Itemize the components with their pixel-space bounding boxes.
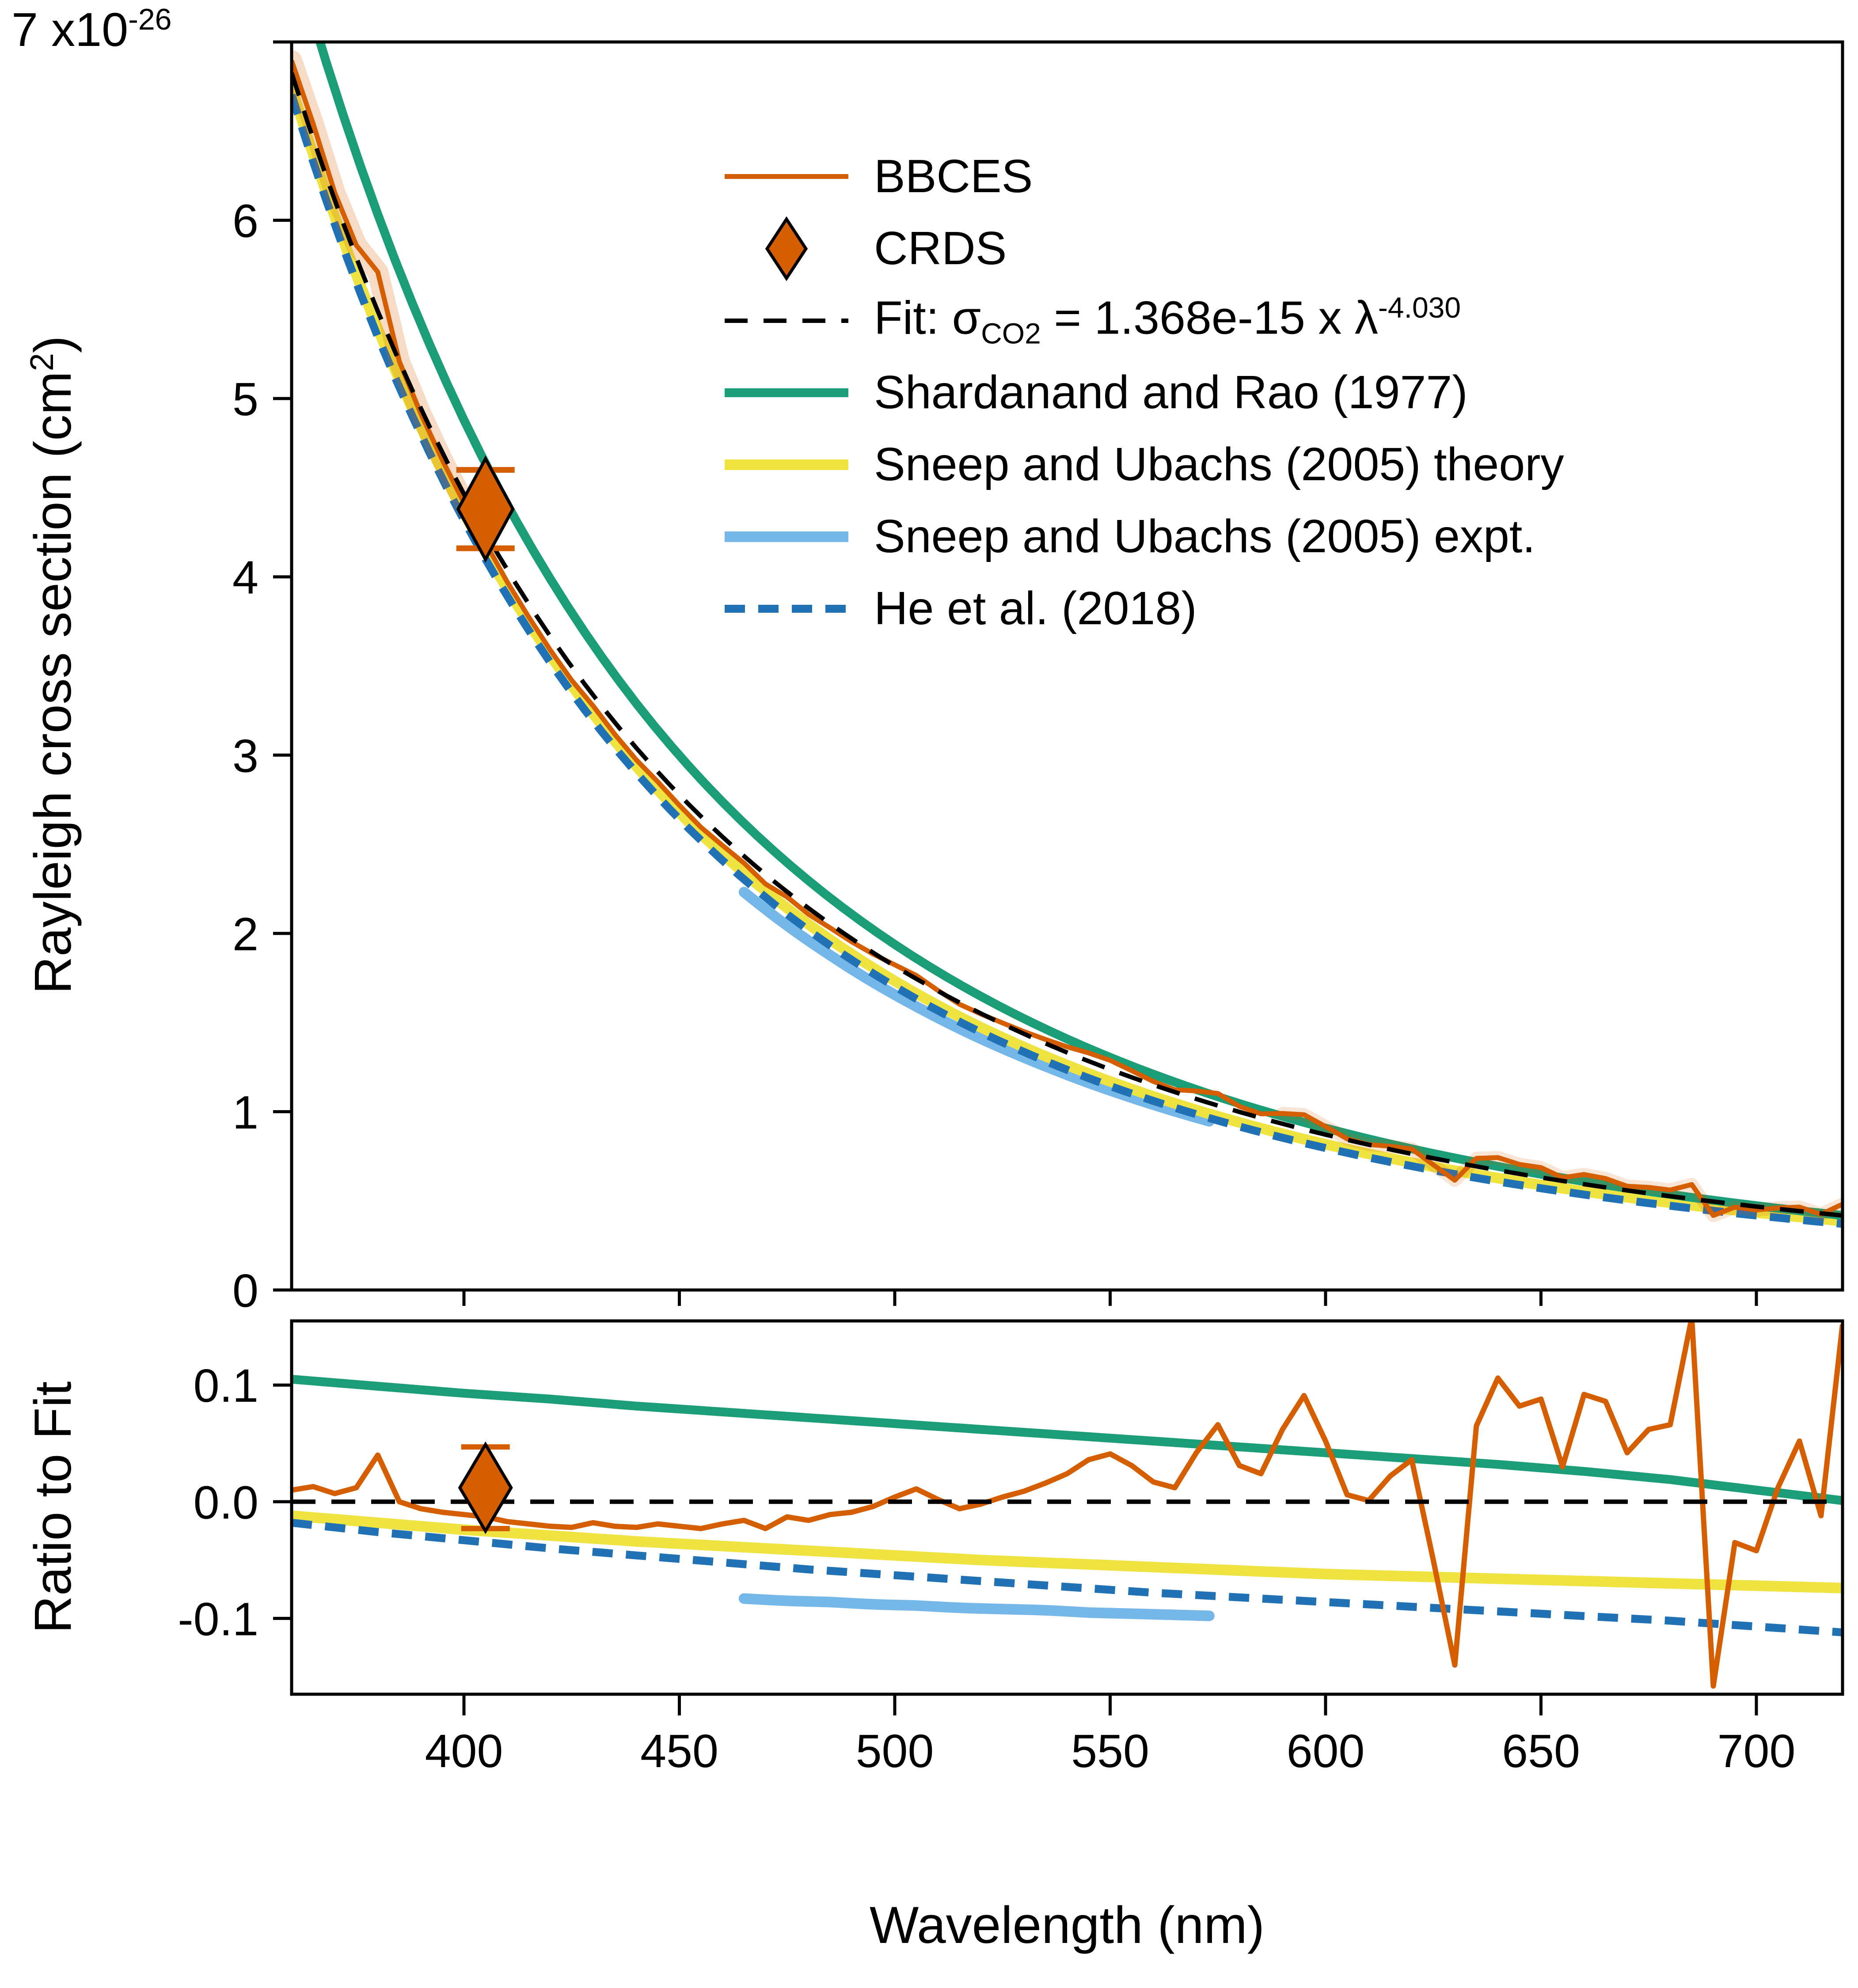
crds-diamond-icon [720, 216, 853, 282]
y-top-tick-exponent: -26 [128, 3, 172, 36]
top-panel-frame [290, 40, 1844, 1292]
y-axis-label-cross-section: Rayleigh cross section (cm2) [23, 335, 83, 994]
legend: BBCES CRDS Fit: σCO2 = 1.368e-15 x λ-4.030… [720, 140, 1564, 645]
x-tick-label: 700 [1717, 1725, 1796, 1777]
series-he2018-line [292, 93, 1843, 1228]
legend-label-sneep-expt: Sneep and Ubachs (2005) expt. [874, 510, 1535, 562]
legend-entry-fit: Fit: σCO2 = 1.368e-15 x λ-4.030 [720, 285, 1564, 357]
legend-entry-shardanand: Shardanand and Rao (1977) [720, 357, 1564, 429]
y-tick-label: 0.1 [194, 1360, 258, 1412]
x-tick-label: 600 [1287, 1725, 1365, 1777]
fit-line-swatch-icon [720, 288, 853, 354]
y-tick-label: 3 [232, 730, 258, 782]
x-tick-label: 650 [1502, 1725, 1580, 1777]
he2018-line-swatch-icon [720, 576, 853, 642]
bottom-panel-frame [290, 1319, 1844, 1696]
legend-entry-bbces: BBCES [720, 140, 1564, 212]
y-top-tick-mantissa: 7 x10 [11, 3, 129, 56]
legend-entry-sneep-theory: Sneep and Ubachs (2005) theory [720, 429, 1564, 501]
legend-label-sneep-theory: Sneep and Ubachs (2005) theory [874, 438, 1564, 490]
x-tick-label: 400 [425, 1725, 503, 1777]
series-he2018-line [292, 1518, 1843, 1636]
x-tick-label: 550 [1071, 1725, 1149, 1777]
series-sneep_expt-line [738, 887, 1215, 1127]
series-bbces-uncertainty-band-2 [1276, 1107, 1843, 1222]
y-axis-label-ratio: Ratio to Fit [24, 1381, 82, 1634]
y-tick-label: 0.0 [194, 1476, 258, 1529]
y-tick-label: 1 [232, 1086, 258, 1138]
x-axis-label: Wavelength (nm) [869, 1896, 1265, 1954]
bbces-line-swatch-icon [720, 144, 853, 210]
y-tick-label: 0 [232, 1265, 258, 1317]
legend-label-he2018: He et al. (2018) [874, 582, 1197, 634]
series-bbces-line [292, 60, 1843, 1218]
sneep-expt-line-swatch-icon [720, 504, 853, 570]
series-sneep_theory-line [292, 1510, 1843, 1593]
series-bbces-ratio-line [292, 1321, 1843, 1689]
legend-label-fit: Fit: σCO2 = 1.368e-15 x λ-4.030 [874, 291, 1461, 350]
y-tick-label: 4 [232, 552, 258, 604]
y-tick-label: 2 [232, 908, 258, 960]
series-shardanand-line [292, 1375, 1843, 1505]
legend-label-crds: CRDS [874, 222, 1007, 274]
legend-entry-he2018: He et al. (2018) [720, 573, 1564, 645]
legend-label-bbces: BBCES [874, 150, 1033, 202]
series-sneep_expt-line [738, 1593, 1215, 1621]
legend-entry-crds: CRDS [720, 212, 1564, 285]
crds-ratio-marker [458, 1441, 513, 1534]
x-tick-label: 450 [640, 1725, 718, 1777]
legend-label-shardanand: Shardanand and Rao (1977) [874, 366, 1468, 418]
x-tick-label: 500 [856, 1725, 934, 1777]
legend-entry-sneep-expt: Sneep and Ubachs (2005) expt. [720, 501, 1564, 573]
y-axis-top-tick-label: 7 x10-26 [11, 2, 171, 57]
y-tick-label: 6 [232, 195, 258, 247]
shardanand-line-swatch-icon [720, 360, 853, 426]
sneep-theory-line-swatch-icon [720, 432, 853, 498]
crds-point-marker [456, 455, 515, 563]
y-tick-label: 5 [232, 373, 258, 425]
series-fit-line [292, 72, 1843, 1218]
y-tick-label: -0.1 [178, 1593, 258, 1645]
series-shardanand-line [315, 42, 1843, 1220]
